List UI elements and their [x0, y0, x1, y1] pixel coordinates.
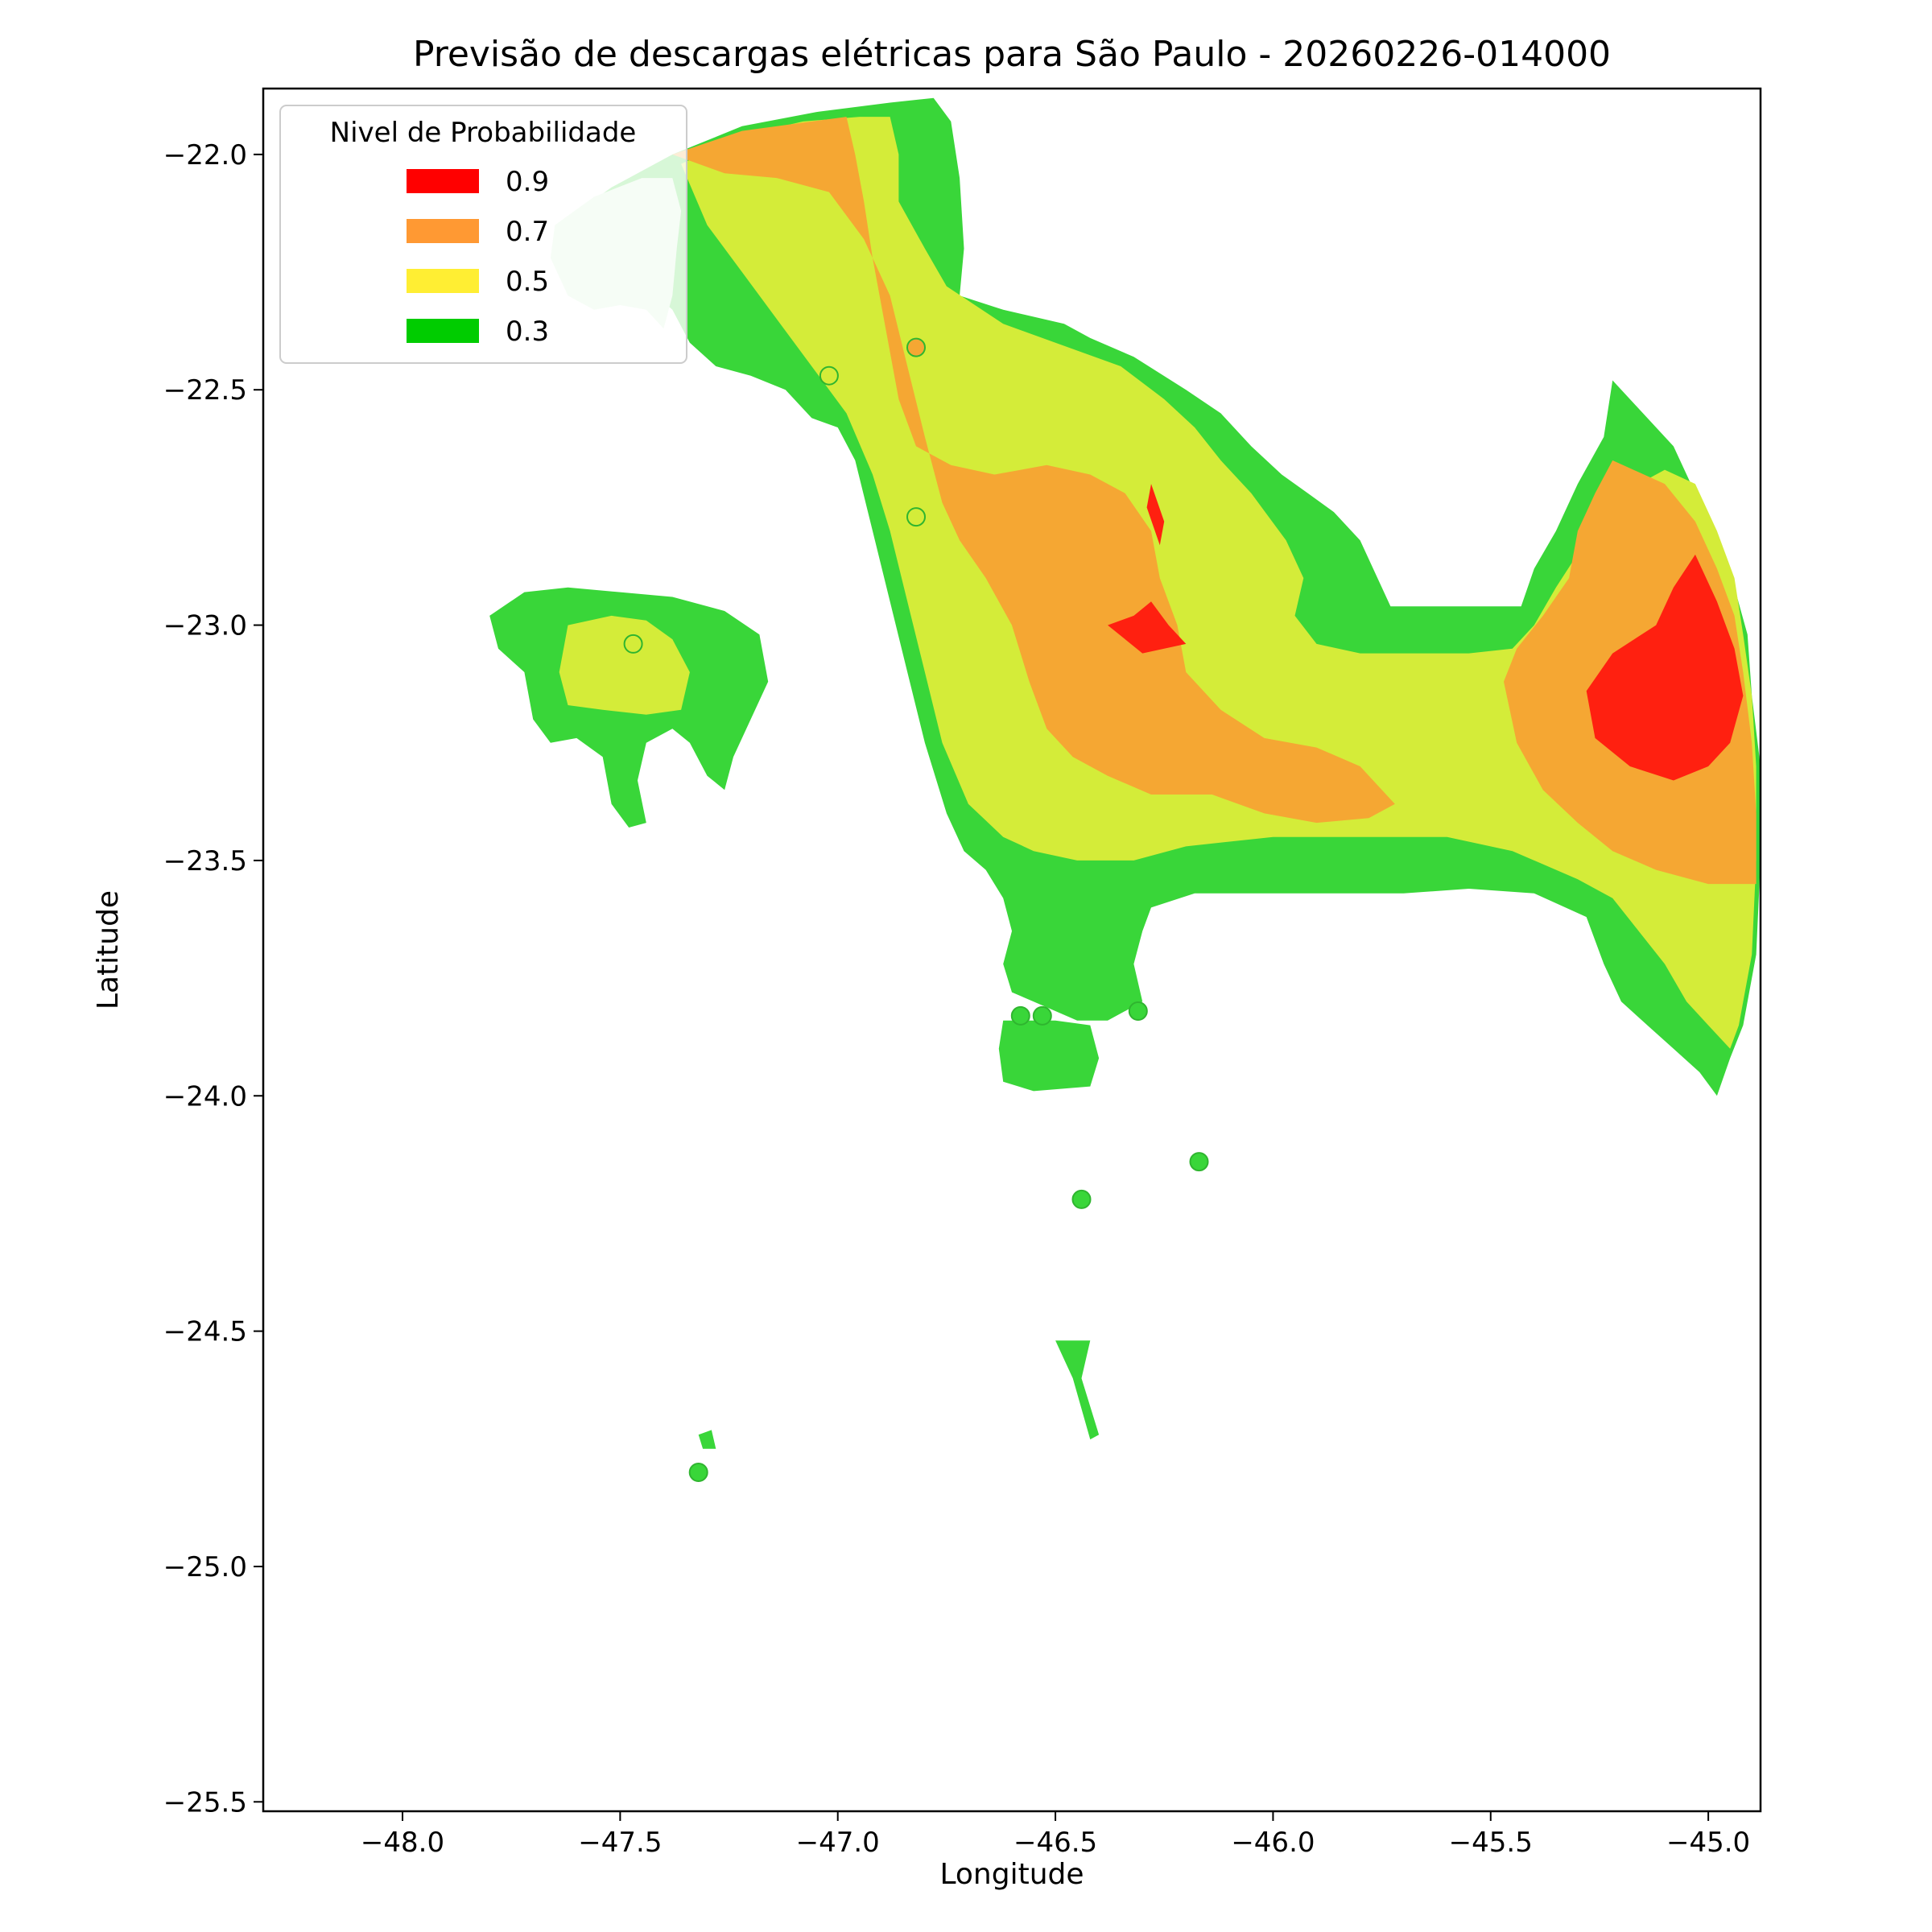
y-tick-label: −22.5 — [163, 374, 247, 407]
region-5 — [1586, 554, 1744, 781]
legend-swatch — [407, 169, 479, 193]
x-tick-label: −45.0 — [1666, 1827, 1750, 1859]
region-2 — [681, 117, 1757, 1049]
legend-swatch — [407, 219, 479, 243]
marker-1 — [819, 365, 839, 386]
x-tick-label: −47.0 — [796, 1827, 880, 1859]
region-11 — [1055, 1340, 1100, 1440]
marker-3 — [623, 634, 643, 654]
marker-6 — [1128, 1001, 1148, 1021]
y-axis-label: Latitude — [92, 890, 125, 1009]
plot-frame — [262, 87, 1762, 1813]
legend-label: 0.5 — [506, 266, 549, 298]
marker-5 — [1032, 1005, 1052, 1026]
legend-label: 0.3 — [506, 316, 549, 348]
legend-swatch — [407, 319, 479, 343]
legend-title: Nivel de Probabilidade — [330, 117, 637, 149]
marker-2 — [906, 507, 926, 527]
legend-box — [279, 105, 687, 364]
probability-regions — [489, 97, 1761, 1449]
chart-title: Previsão de descargas elétricas para São… — [413, 34, 1611, 75]
x-axis: −48.0 −47.5 −47.0 −46.5 −46.0 −45.5 −45.0 — [361, 1811, 1750, 1859]
region-12 — [698, 1430, 716, 1449]
y-tick-label: −24.5 — [163, 1316, 247, 1348]
marker-4 — [1010, 1005, 1030, 1026]
y-tick-label: −23.0 — [163, 610, 247, 642]
y-tick-label: −24.0 — [163, 1080, 247, 1113]
marker-9 — [688, 1463, 708, 1482]
y-tick-label: −22.0 — [163, 139, 247, 171]
legend-swatch — [407, 269, 479, 293]
region-3 — [672, 117, 1395, 824]
y-tick-label: −25.0 — [163, 1551, 247, 1583]
y-axis: −22.0 −22.5 −23.0 −23.5 −24.0 −24.5 −25.0 −25.5 — [163, 139, 263, 1818]
legend-label: 0.9 — [506, 166, 549, 198]
region-6 — [1108, 601, 1187, 654]
x-tick-label: −46.0 — [1231, 1827, 1315, 1859]
y-tick-label: −23.5 — [163, 845, 247, 877]
x-tick-label: −47.5 — [578, 1827, 662, 1859]
x-tick-label: −45.5 — [1449, 1827, 1533, 1859]
region-7 — [1146, 484, 1165, 546]
region-9 — [559, 615, 690, 715]
y-tick-label: −25.5 — [163, 1786, 247, 1818]
region-10 — [998, 1020, 1100, 1092]
x-tick-label: −46.5 — [1013, 1827, 1097, 1859]
legend-label: 0.7 — [506, 216, 549, 248]
marker-0 — [906, 337, 926, 357]
probability-markers — [623, 337, 1209, 1482]
marker-7 — [1189, 1152, 1209, 1172]
x-tick-label: −48.0 — [361, 1827, 444, 1859]
legend: Nivel de Probabilidade 0.9 0.7 0.5 0.3 — [279, 105, 687, 364]
x-axis-label: Longitude — [939, 1858, 1084, 1891]
marker-8 — [1071, 1189, 1092, 1209]
